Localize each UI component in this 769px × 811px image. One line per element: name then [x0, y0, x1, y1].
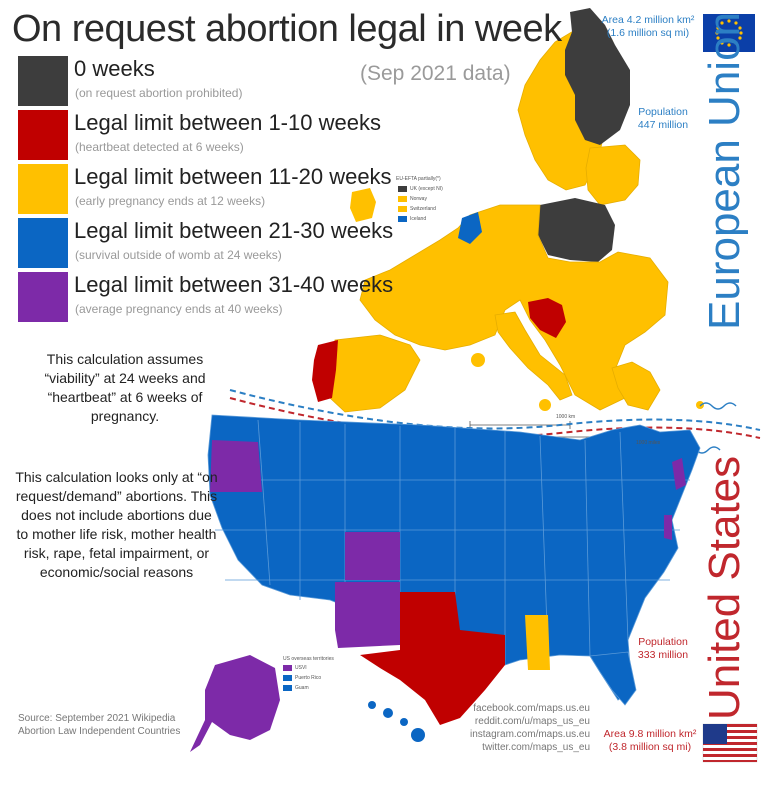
legend-label: Legal limit between 21-30 weeks	[74, 218, 394, 243]
eu-area-km: Area 4.2 million km²	[601, 14, 695, 26]
region-continental-europe	[359, 204, 669, 411]
legend-note: (average pregnancy ends at 40 weeks)	[75, 302, 283, 316]
eu-inset-item: UK (except NI)	[410, 186, 443, 192]
wave-line-2	[699, 402, 737, 410]
us-flag-icon	[702, 723, 758, 763]
legend-item-31-40-weeks: Legal limit between 31-40 weeks (average…	[18, 272, 398, 322]
region-spain	[329, 334, 421, 413]
region-portugal	[312, 340, 338, 402]
europe-map	[312, 8, 704, 413]
eu-inset-item: Switzerland	[410, 206, 436, 212]
eu-inset-item: Iceland	[410, 216, 427, 222]
us-area-km: Area 9.8 million km²	[603, 728, 697, 740]
region-vermont	[672, 458, 686, 490]
separator-red	[229, 397, 761, 439]
scale-km-label: 1000 km	[556, 414, 576, 420]
us-inset-item: Puerto Rico	[295, 675, 322, 681]
state-borders	[212, 419, 690, 665]
region-baltics	[585, 144, 641, 206]
region-florida	[589, 651, 637, 706]
usa-map	[190, 414, 701, 752]
legend-note: (heartbeat detected at 6 weeks)	[75, 140, 244, 154]
legend-swatch	[18, 272, 68, 322]
eu-inset-title: EU-EFTA partially(*)	[396, 176, 441, 182]
us-area-mi: (3.8 million sq mi)	[608, 741, 692, 753]
us-inset-swatches	[283, 665, 292, 691]
source-line-2: Abortion Law Independent Countries	[18, 726, 181, 737]
eu-area: Area 4.2 million km² (1.6 million sq mi)	[596, 14, 700, 40]
legend-label: Legal limit between 1-10 weeks	[74, 110, 381, 135]
eu-flag-icon	[703, 14, 755, 52]
region-hawaii	[368, 701, 425, 742]
region-alaska	[190, 655, 280, 752]
region-ireland	[350, 188, 376, 222]
legend-note: (on request abortion prohibited)	[75, 86, 243, 100]
eu-inset-swatches	[398, 186, 407, 222]
eu-inset-item: Norway	[410, 196, 427, 202]
legend-item-21-30-weeks: Legal limit between 21-30 weeks (surviva…	[18, 218, 398, 268]
separator-blue	[229, 389, 761, 431]
page-subtitle: (Sep 2021 data)	[360, 62, 511, 85]
region-usa-mainland	[207, 414, 701, 701]
region-sicily	[539, 399, 551, 411]
social-reddit[interactable]: reddit.com/u/maps_us_eu	[474, 716, 590, 727]
assumption-note: This calculation assumes “viability” at …	[44, 351, 206, 424]
region-sardinia	[471, 353, 485, 367]
page-title: On request abortion legal in week	[12, 8, 562, 50]
region-texas	[360, 592, 505, 725]
social-facebook[interactable]: facebook.com/maps.us.eu	[473, 703, 590, 714]
legend-label: 0 weeks	[74, 56, 155, 81]
legend-item-11-20-weeks: Legal limit between 11-20 weeks (early p…	[18, 164, 398, 214]
us-area: Area 9.8 million km² (3.8 million sq mi)	[596, 728, 704, 754]
us-population: Population 333 million	[628, 636, 698, 662]
eu-area-mi: (1.6 million sq mi)	[606, 27, 690, 39]
region-greece	[611, 361, 661, 411]
us-inset-item: Guam	[295, 685, 309, 691]
eu-label: European Union	[700, 11, 749, 330]
scope-note: This calculation looks only at “on reque…	[15, 469, 218, 580]
region-new-jersey	[664, 515, 672, 540]
eu-population-label: Population	[638, 106, 688, 118]
legend-note: (survival outside of womb at 24 weeks)	[75, 248, 282, 262]
region-finland	[565, 8, 630, 145]
region-colorado	[345, 532, 400, 580]
us-inset-item: USVI	[295, 665, 307, 671]
region-mississippi	[525, 615, 550, 670]
scale-mi-label: 1000 miles	[636, 440, 661, 446]
region-croatia	[528, 298, 566, 338]
us-population-value: 333 million	[637, 649, 689, 661]
eu-population: Population 447 million	[628, 106, 698, 132]
legend-note: (early pregnancy ends at 12 weeks)	[75, 194, 266, 208]
us-inset-title: US overseas territories	[283, 656, 334, 662]
social-instagram[interactable]: instagram.com/maps.us.eu	[470, 729, 591, 740]
legend-label: Legal limit between 11-20 weeks	[74, 164, 392, 189]
source-note: Source: September 2021 Wikipedia Abortio…	[18, 712, 180, 738]
social-links: facebook.com/maps.us.eu reddit.com/u/map…	[470, 702, 590, 754]
region-italy	[494, 311, 573, 401]
legend-swatch	[18, 218, 68, 268]
legend-swatch	[18, 164, 68, 214]
region-poland	[538, 198, 615, 262]
us-label: United States	[700, 455, 749, 720]
legend-swatch	[18, 56, 68, 106]
region-oregon	[210, 440, 262, 492]
legend-item-1-10-weeks: Legal limit between 1-10 weeks (heartbea…	[18, 110, 398, 160]
us-population-label: Population	[638, 636, 688, 648]
eu-population-value: 447 million	[637, 119, 689, 131]
region-new-mexico	[335, 582, 400, 648]
social-twitter[interactable]: twitter.com/maps_us_eu	[482, 742, 590, 753]
source-line-1: Source: September 2021 Wikipedia	[18, 713, 176, 724]
legend-swatch	[18, 110, 68, 160]
legend-item-0-weeks: 0 weeks (on request abortion prohibited)	[18, 56, 398, 106]
legend-label: Legal limit between 31-40 weeks	[74, 272, 394, 297]
region-netherlands	[458, 212, 482, 244]
